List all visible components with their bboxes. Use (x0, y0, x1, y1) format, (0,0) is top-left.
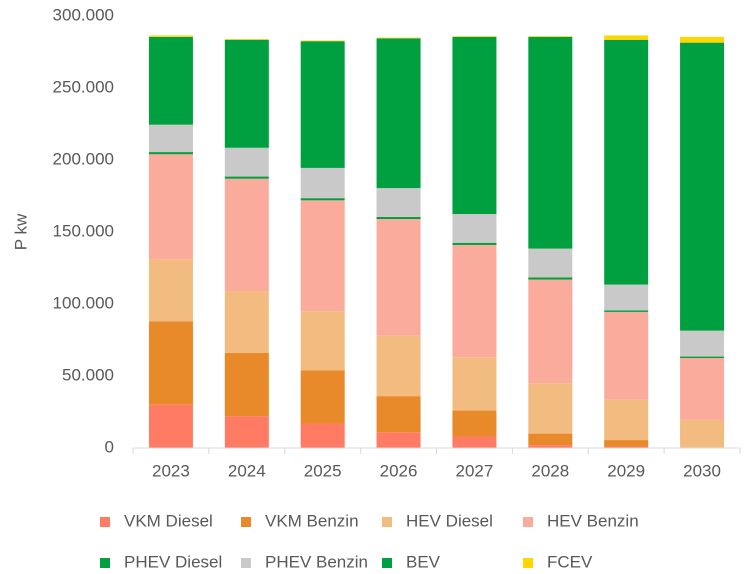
x-tick-label: 2026 (380, 461, 418, 480)
bar-segment (376, 38, 421, 189)
legend-swatch (241, 558, 251, 568)
bar-segment (148, 154, 193, 260)
y-tick-label: 100.000 (53, 293, 114, 312)
bar-segment (224, 291, 269, 353)
y-tick-label: 50.000 (62, 365, 114, 384)
legend-swatch (382, 517, 392, 527)
x-tick-label: 2028 (531, 461, 569, 480)
legend-label: VKM Benzin (265, 511, 359, 530)
y-tick-label: 250.000 (53, 77, 114, 96)
bar-segment (300, 198, 345, 201)
x-tick-label: 2029 (607, 461, 645, 480)
legend-swatch (241, 517, 251, 527)
bar-segment (376, 335, 421, 397)
bar-segment (148, 35, 193, 37)
legend-swatch (523, 558, 533, 568)
bar-segment (376, 396, 421, 433)
x-tick-label: 2027 (456, 461, 494, 480)
bar-segment (528, 383, 573, 434)
x-tick-label: 2024 (228, 461, 266, 480)
bar-segment (452, 214, 497, 243)
legend-swatch (100, 517, 110, 527)
bar-segment (680, 356, 725, 358)
bar-segment (300, 200, 345, 312)
legend-swatch (100, 558, 110, 568)
bar-segment (604, 35, 649, 40)
bar-segment (224, 178, 269, 292)
bar-segment (680, 36, 725, 43)
bar-segment (528, 279, 573, 384)
bar-segment (376, 219, 421, 336)
bar-segment (224, 416, 269, 448)
bar-segment (300, 40, 345, 42)
bar-segment (224, 176, 269, 179)
bar-segment (224, 352, 269, 417)
bar-segment (376, 188, 421, 217)
legend-swatch (523, 517, 533, 527)
bar-segment (604, 311, 649, 400)
bar-segment (452, 36, 497, 214)
bar-segment (148, 152, 193, 155)
bar-segment (604, 446, 649, 448)
x-tick-label: 2023 (152, 461, 190, 480)
legend-label: PHEV Benzin (265, 552, 368, 571)
legend-label: VKM Diesel (124, 511, 213, 530)
bar-segment (528, 36, 573, 37)
bar-segment (452, 357, 497, 411)
x-tick-label: 2025 (304, 461, 342, 480)
bar-segment (300, 311, 345, 371)
bar-segment (680, 330, 725, 357)
legend-label: HEV Diesel (406, 511, 493, 530)
x-tick-label: 2030 (683, 461, 721, 480)
bar-segment (604, 310, 649, 312)
bar-segment (680, 419, 725, 448)
bar-segment (528, 36, 573, 249)
y-tick-label: 150.000 (53, 221, 114, 240)
bar-segment (224, 147, 269, 177)
legend-label: FCEV (547, 552, 593, 571)
bar-segment (528, 277, 573, 280)
bar-segment (604, 399, 649, 441)
bar-segment (224, 39, 269, 40)
legend-label: PHEV Diesel (124, 552, 222, 571)
bar-segment (452, 244, 497, 358)
legend-swatch (382, 558, 392, 568)
y-tick-label: 300.000 (53, 5, 114, 24)
bar-segment (300, 41, 345, 168)
bar-segment (604, 440, 649, 447)
bar-segment (300, 423, 345, 448)
bar-segment (300, 167, 345, 199)
bar-segment (148, 321, 193, 405)
bar-segment (376, 216, 421, 220)
legend-label: HEV Benzin (547, 511, 639, 530)
bar-segment (376, 37, 421, 39)
y-tick-label: 200.000 (53, 149, 114, 168)
bar-segment (300, 370, 345, 424)
y-axis-label: P kw (11, 213, 30, 250)
bar-segment (376, 432, 421, 448)
bar-segment (452, 242, 497, 245)
bar-segment (680, 358, 725, 420)
legend-label: BEV (406, 552, 441, 571)
bar-segment (148, 124, 193, 153)
bar-segment (528, 248, 573, 278)
bar-segment (604, 39, 649, 285)
bar-segment (452, 436, 497, 448)
bar-segment (680, 42, 725, 331)
y-tick-label: 0 (105, 437, 114, 456)
bar-segment (528, 433, 573, 446)
bar-segment (604, 284, 649, 311)
bar-segment (148, 404, 193, 448)
bar-segment (528, 445, 573, 448)
bar-segment (148, 259, 193, 322)
bar-segment (452, 36, 497, 37)
bar-segment (452, 410, 497, 437)
bar-segment (148, 36, 193, 125)
bar-segment (224, 39, 269, 148)
